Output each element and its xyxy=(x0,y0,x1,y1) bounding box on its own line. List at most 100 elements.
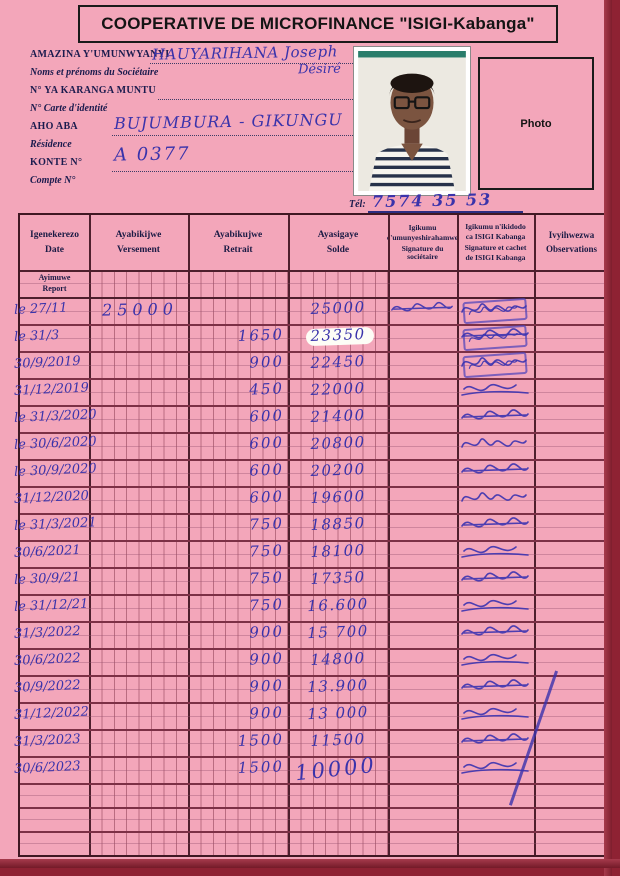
tel-underline xyxy=(368,211,523,213)
entry-versement: 25000 xyxy=(101,299,179,320)
half-row-line xyxy=(20,526,609,528)
half-row-line xyxy=(20,391,609,393)
isigi-signature-scribble xyxy=(460,730,530,754)
header-isigi-sig-line2: ca ISIGI Kabanga xyxy=(465,232,526,242)
row-line xyxy=(20,459,609,461)
header-member-sig-line2: c'umunyeshirahamwe xyxy=(386,233,459,243)
member-photo xyxy=(353,46,471,196)
row-line xyxy=(20,756,609,758)
half-row-line xyxy=(20,418,609,420)
row-line xyxy=(20,378,609,380)
column-header-solde: Ayasigaye Solde xyxy=(288,215,388,270)
row-line xyxy=(20,513,609,515)
entry-retrait: 1500 xyxy=(237,757,285,778)
entry-solde: 22000 xyxy=(310,379,366,399)
column-header-member-signature: Igikumu c'umunyeshirahamwe Signature du … xyxy=(386,215,459,270)
subheader-fr: Report xyxy=(42,283,67,293)
half-row-line xyxy=(20,499,609,501)
account-number-handwritten: A 0377 xyxy=(113,143,191,166)
entry-retrait: 900 xyxy=(249,649,285,669)
half-row-line xyxy=(20,445,609,447)
column-header-versement: Ayabikijwe Versement xyxy=(89,215,188,270)
column-line xyxy=(457,215,459,855)
entry-retrait: 900 xyxy=(249,676,285,696)
scan-edge-bottom xyxy=(0,859,620,868)
isigi-signature-scribble xyxy=(460,568,530,592)
member-signature-scribble xyxy=(390,299,454,321)
half-row-line xyxy=(20,661,609,663)
entry-retrait: 750 xyxy=(249,541,285,561)
member-name-handwritten: HAUYARIHANA Joseph xyxy=(151,42,339,64)
row-line xyxy=(20,807,609,809)
isigi-signature-scribble xyxy=(460,487,530,511)
entry-solde: 15 700 xyxy=(306,621,370,643)
isigi-signature-scribble xyxy=(460,595,530,619)
column-header-date: Igenekerezo Date xyxy=(20,215,89,270)
header-member-sig-line3: Signature du sociétaire xyxy=(401,243,444,261)
entry-date: 31/12/2019 xyxy=(13,380,90,399)
entry-retrait: 750 xyxy=(249,568,285,588)
entry-date: le 30/6/2020 xyxy=(13,434,97,453)
row-line xyxy=(20,405,609,407)
entry-solde: 21400 xyxy=(310,406,366,426)
entry-solde: 16.600 xyxy=(306,594,370,616)
header-bottom-line xyxy=(20,270,609,272)
column-header-isigi-signature: Igikumu n'ikidodo ca ISIGI Kabanga Signa… xyxy=(457,215,534,270)
id-dotted-line xyxy=(158,98,355,100)
row-line xyxy=(20,702,609,704)
half-row-line xyxy=(20,769,609,771)
entry-date: le 31/12/21 xyxy=(13,596,89,615)
entry-retrait: 900 xyxy=(249,352,285,372)
entry-solde: 19600 xyxy=(310,487,366,507)
entry-date: 30/9/2022 xyxy=(13,677,81,696)
entry-retrait: 750 xyxy=(249,595,285,615)
member-field-labels: AMAZINA Y'UMUNWYANYI Noms et prénoms du … xyxy=(30,46,169,190)
entry-retrait: 900 xyxy=(249,703,285,723)
isigi-signature-scribble xyxy=(460,622,530,646)
half-row-line xyxy=(20,634,609,636)
entry-solde: 20800 xyxy=(310,433,366,453)
entry-date: 30/9/2019 xyxy=(13,353,81,372)
residence-handwritten: BUJUMBURA - GIKUNGU xyxy=(113,110,343,133)
entry-retrait: 600 xyxy=(249,406,285,426)
row-line xyxy=(20,567,609,569)
entry-retrait: 450 xyxy=(249,379,285,399)
row-line xyxy=(20,324,609,326)
header-observations-rn: Ivyihwezwa xyxy=(548,229,595,240)
header-versement-fr: Versement xyxy=(117,244,160,255)
isigi-signature-scribble xyxy=(460,325,530,349)
half-row-line xyxy=(20,553,609,555)
field-label-id-rn: N° YA KARANGA MUNTU xyxy=(30,85,156,96)
half-row-line xyxy=(20,607,609,609)
entry-solde: 25000 xyxy=(310,298,366,318)
isigi-signature-scribble xyxy=(460,433,530,457)
entry-date: 31/12/2020 xyxy=(13,488,90,507)
entry-date: 30/6/2021 xyxy=(13,542,81,561)
entry-solde: 18850 xyxy=(310,514,366,534)
entry-retrait: 600 xyxy=(249,487,285,507)
header-versement-rn: Ayabikijwe xyxy=(115,230,162,241)
header-member-sig-line1: Igikumu xyxy=(408,222,437,232)
isigi-signature-scribble xyxy=(460,298,530,322)
half-row-line xyxy=(20,283,609,284)
entry-solde: 14800 xyxy=(310,649,366,669)
entry-solde: 22450 xyxy=(310,352,366,372)
isigi-signature-scribble xyxy=(460,649,530,673)
half-row-line xyxy=(20,580,609,582)
tel-number-handwritten: 7574 35 53 xyxy=(371,189,493,212)
entry-solde: 13.900 xyxy=(306,675,370,697)
field-label-names-fr: Noms et prénoms du Sociétaire xyxy=(30,67,159,78)
entry-date: 31/3/2022 xyxy=(13,623,81,642)
row-line xyxy=(20,351,609,353)
subheader-report: Ayimuwe Report xyxy=(20,270,89,297)
entry-retrait: 1650 xyxy=(237,325,285,346)
header-isigi-sig-line1: Igikumu n'ikidodo xyxy=(465,221,526,231)
entry-solde: 13 000 xyxy=(306,702,370,724)
entry-date: le 31/3/2021 xyxy=(13,515,97,534)
digit-subcolumns-retrait xyxy=(188,270,288,855)
isigi-signature-scribble xyxy=(460,703,530,727)
column-line xyxy=(388,215,390,855)
subheader-bottom-line xyxy=(20,297,609,299)
half-row-line xyxy=(20,843,609,844)
